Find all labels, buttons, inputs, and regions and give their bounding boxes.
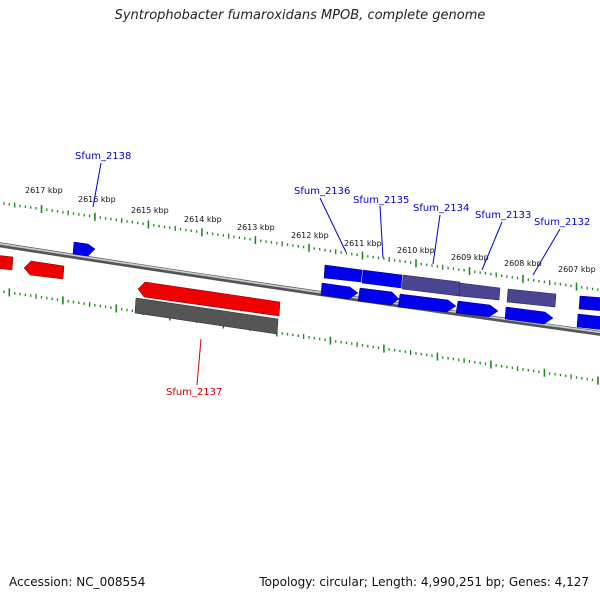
kbp-tick-label: 2617 kbp [25,186,63,195]
gene-arrow-sfum-2138[interactable] [72,241,96,257]
map-title: Syntrophobacter fumaroxidans MPOB, compl… [114,8,486,23]
kbp-tick-label: 2608 kbp [504,259,542,268]
leader-sfum-2137 [196,338,202,386]
gene-arrow-sfum-2136[interactable] [323,264,363,283]
gene-label-sfum-2135[interactable]: Sfum_2135 [353,195,409,206]
gene-arrow-reverse-small[interactable] [23,260,65,280]
kbp-tick-label: 2613 kbp [237,223,275,232]
gene-arrow-sfum-2134-pseudo[interactable] [401,274,461,297]
leader-sfum-2135 [379,205,384,259]
gene-arrow-sfum-2133-pseudo[interactable] [458,282,501,301]
kbp-tick-label: 2614 kbp [184,215,222,224]
inner-tick-ring [3,288,599,385]
kbp-tick-label: 2612 kbp [291,231,329,240]
label-leaders [92,162,561,386]
forward-strand-genes [72,241,600,330]
leader-sfum-2132 [532,228,561,276]
gene-arrow-edge-upper[interactable] [578,295,600,311]
genome-summary-text: Topology: circular; Length: 4,990,251 bp… [259,575,589,589]
leader-sfum-2136 [319,197,347,253]
kbp-label-group: 2617 kbp 2616 kbp 2615 kbp 2614 kbp 2613 kbp… [25,186,596,274]
accession-text: Accession: NC_008554 [9,575,146,589]
gene-label-sfum-2132[interactable]: Sfum_2132 [534,217,590,228]
kbp-tick-label: 2610 kbp [397,246,435,255]
gene-arrow-edge-lower[interactable] [576,313,600,330]
gene-arrow-sfum-2135[interactable] [361,269,403,289]
gene-arrow-sfum-2134[interactable] [397,293,457,313]
gene-arrow-sfum-2132-pseudo[interactable] [506,288,557,308]
gene-arrow-sfum-2137[interactable] [137,281,281,317]
gene-label-sfum-2136[interactable]: Sfum_2136 [294,186,350,197]
gene-label-sfum-2137[interactable]: Sfum_2137 [166,387,222,398]
genome-backbone [0,242,600,336]
kbp-tick-label: 2611 kbp [344,239,382,248]
leader-sfum-2134 [432,214,441,265]
gene-arrow-sfum-2133[interactable] [455,300,499,318]
gene-label-sfum-2134[interactable]: Sfum_2134 [413,203,469,214]
leader-sfum-2133 [481,221,503,271]
kbp-tick-label: 2607 kbp [558,265,596,274]
leader-sfum-2138 [92,162,102,208]
gene-arrow-sfum-2136-b[interactable] [320,282,359,300]
kbp-tick-label: 2615 kbp [131,206,169,215]
gene-label-sfum-2138[interactable]: Sfum_2138 [75,151,131,162]
kbp-tick-label: 2609 kbp [451,253,489,262]
gene-arrow-sfum-2137-pseudo[interactable] [134,297,279,335]
gene-arrow-sfum-2132[interactable] [504,306,554,325]
gene-arrow-sfum-2135-b[interactable] [357,287,400,306]
gene-label-sfum-2133[interactable]: Sfum_2133 [475,210,531,221]
reverse-strand-genes [0,255,281,335]
outer-tick-ring [3,202,599,291]
kbp-tick-label: 2616 kbp [78,195,116,204]
gene-labels: Sfum_2138 Sfum_2136 Sfum_2135 Sfum_2134 … [75,151,590,398]
gene-arrow-reverse-edge[interactable] [0,255,14,271]
